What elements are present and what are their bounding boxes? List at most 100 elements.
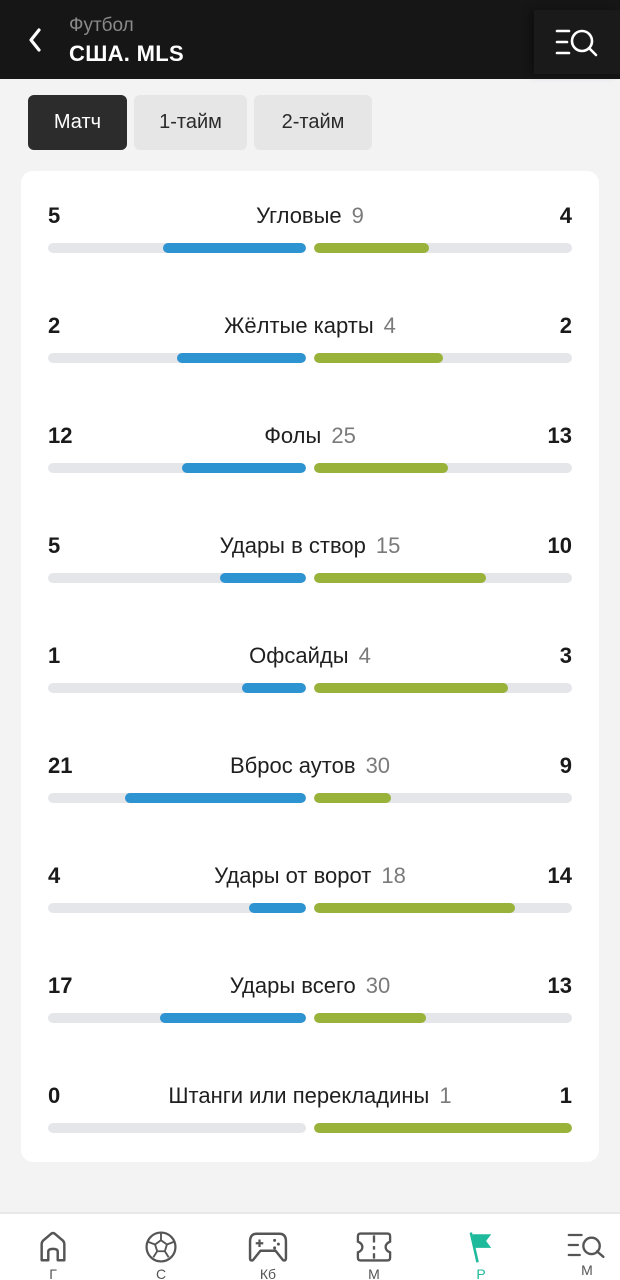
nav-menu-label: М	[581, 1262, 593, 1278]
stat-total: 30	[365, 973, 391, 998]
away-bar-track	[314, 683, 572, 693]
home-bar-track	[48, 353, 306, 363]
home-value: 17	[48, 973, 73, 998]
stat-label: Угловые	[256, 203, 342, 228]
stat-label: Офсайды	[249, 643, 349, 668]
home-bar	[159, 1013, 306, 1023]
away-bar	[314, 683, 508, 693]
home-bar-track	[48, 573, 306, 583]
nav-cybersport-label: Кб	[259, 1266, 277, 1280]
away-bar-track	[314, 463, 572, 473]
home-value: 21	[48, 753, 73, 778]
stat-row: 21 Вброс аутов 30 9	[48, 753, 572, 813]
soccer-ball-icon	[145, 1231, 177, 1263]
stats-card: 5 Угловые 9 4 2 Жёлтые карты 4 2 12 Фолы 25 13 5 Удар…	[21, 171, 599, 1162]
away-value: 3	[559, 643, 572, 668]
away-bar	[314, 573, 486, 583]
nav-results-label: Р	[476, 1266, 486, 1280]
home-bar-track	[48, 1013, 306, 1023]
away-bar-track	[314, 903, 572, 913]
nav-home-label: Г	[49, 1266, 57, 1280]
gamepad-icon	[248, 1232, 288, 1262]
away-value: 1	[559, 1083, 572, 1108]
stat-total: 4	[358, 643, 371, 668]
away-value: 4	[559, 203, 572, 228]
nav-coupons-label: М	[368, 1266, 380, 1280]
stat-title: Фолы 25	[48, 423, 572, 449]
nav-sports[interactable]: С	[111, 1214, 211, 1280]
stat-title: Жёлтые карты 4	[48, 313, 572, 339]
stat-total: 15	[375, 533, 401, 558]
period-tabs: Матч 1-тайм 2-тайм	[28, 95, 372, 150]
home-value: 5	[48, 533, 61, 558]
away-bar	[314, 243, 429, 253]
home-bar	[182, 463, 306, 473]
stat-total: 18	[381, 863, 406, 888]
stat-total: 4	[383, 313, 396, 338]
stat-title: Удары от ворот 18	[48, 863, 572, 889]
stat-label: Удары от ворот	[214, 863, 372, 888]
sport-label: Футбол	[69, 15, 134, 36]
nav-cybersport[interactable]: Кб	[218, 1214, 318, 1280]
stat-total: 30	[365, 753, 391, 778]
home-bar	[162, 243, 306, 253]
tab-match[interactable]: Матч	[28, 95, 127, 150]
nav-results[interactable]: Р	[431, 1214, 531, 1280]
menu-search-icon	[567, 1233, 605, 1258]
stat-title: Удары всего 30	[48, 973, 572, 999]
home-value: 1	[48, 643, 61, 668]
home-bar-track	[48, 793, 306, 803]
away-value: 14	[547, 863, 572, 888]
away-bar	[314, 903, 515, 913]
nav-menu[interactable]: М	[537, 1214, 620, 1280]
home-bar-track	[48, 903, 306, 913]
stat-row: 1 Офсайды 4 3	[48, 643, 572, 703]
nav-home[interactable]: Г	[3, 1214, 103, 1280]
stat-total: 9	[351, 203, 364, 228]
stat-title: Штанги или перекладины 1	[48, 1083, 572, 1109]
away-bar	[314, 1013, 426, 1023]
home-value: 4	[48, 863, 61, 888]
menu-search-button[interactable]	[534, 10, 620, 74]
chevron-left-icon	[29, 28, 41, 52]
stat-title: Удары в створ 15	[48, 533, 572, 559]
home-bar	[248, 903, 306, 913]
home-bar-track	[48, 243, 306, 253]
stat-label: Жёлтые карты	[224, 313, 374, 338]
stat-row: 17 Удары всего 30 13	[48, 973, 572, 1033]
home-bar	[177, 353, 306, 363]
away-bar-track	[314, 573, 572, 583]
stat-row: 4 Удары от ворот 18 14	[48, 863, 572, 923]
away-bar-track	[314, 243, 572, 253]
tab-second-half[interactable]: 2-тайм	[254, 95, 372, 150]
home-bar-track	[48, 683, 306, 693]
away-bar-track	[314, 1013, 572, 1023]
back-button[interactable]	[20, 22, 50, 58]
home-bar-track	[48, 463, 306, 473]
menu-search-icon	[555, 29, 598, 57]
home-value: 5	[48, 203, 61, 228]
nav-sports-label: С	[155, 1266, 167, 1280]
stat-row: 5 Угловые 9 4	[48, 203, 572, 263]
away-bar	[314, 353, 443, 363]
away-value: 9	[559, 753, 572, 778]
stat-label: Удары всего	[229, 973, 356, 998]
home-value: 12	[48, 423, 73, 448]
home-bar	[241, 683, 306, 693]
ticket-icon	[356, 1232, 392, 1262]
away-bar-track	[314, 353, 572, 363]
league-title: США. MLS	[69, 41, 184, 66]
stat-row: 0 Штанги или перекладины 1 1	[48, 1083, 572, 1143]
nav-coupons[interactable]: М	[324, 1214, 424, 1280]
away-value: 10	[547, 533, 572, 558]
away-value: 13	[547, 423, 572, 448]
stat-row: 12 Фолы 25 13	[48, 423, 572, 483]
away-bar	[314, 463, 449, 473]
stat-total: 1	[439, 1083, 452, 1108]
tab-first-half[interactable]: 1-тайм	[134, 95, 247, 150]
home-icon	[40, 1231, 66, 1262]
home-bar	[220, 573, 306, 583]
stat-label: Фолы	[264, 423, 322, 448]
stat-title: Угловые 9	[48, 203, 572, 229]
stat-title: Вброс аутов 30	[48, 753, 572, 779]
